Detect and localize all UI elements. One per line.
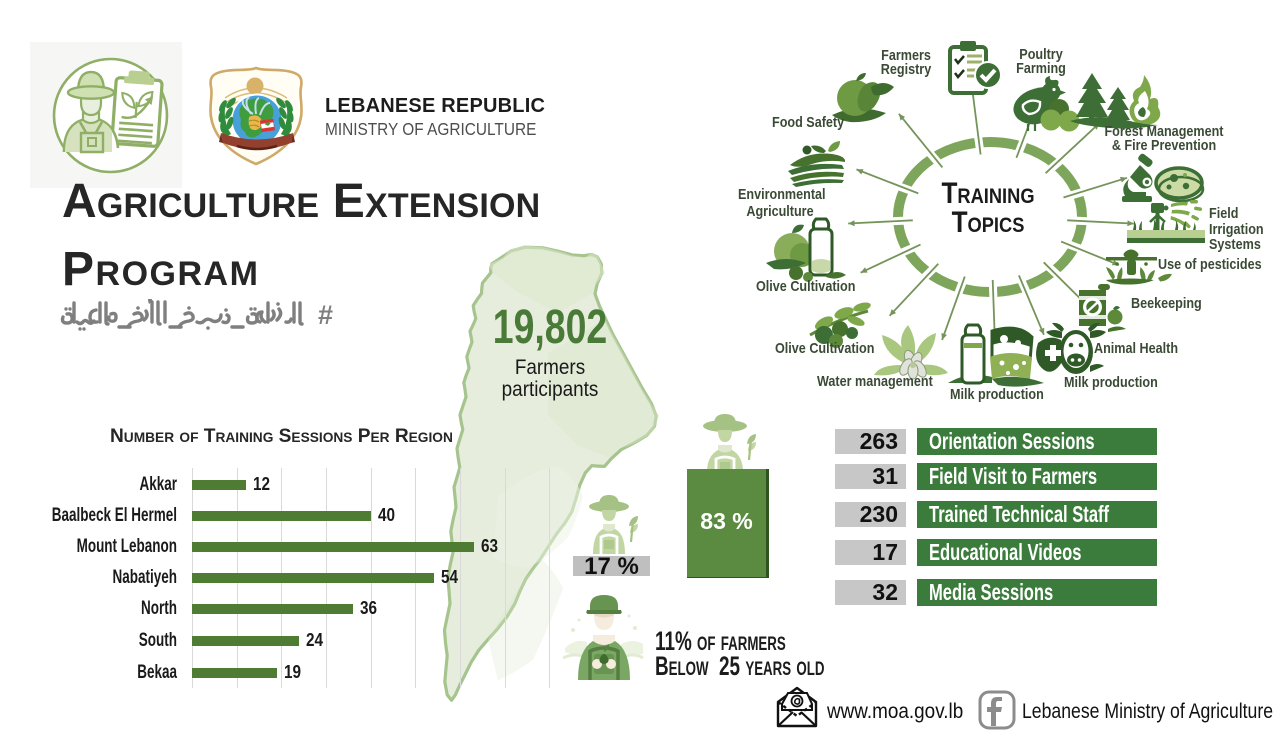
svg-text:#: # xyxy=(318,300,333,330)
